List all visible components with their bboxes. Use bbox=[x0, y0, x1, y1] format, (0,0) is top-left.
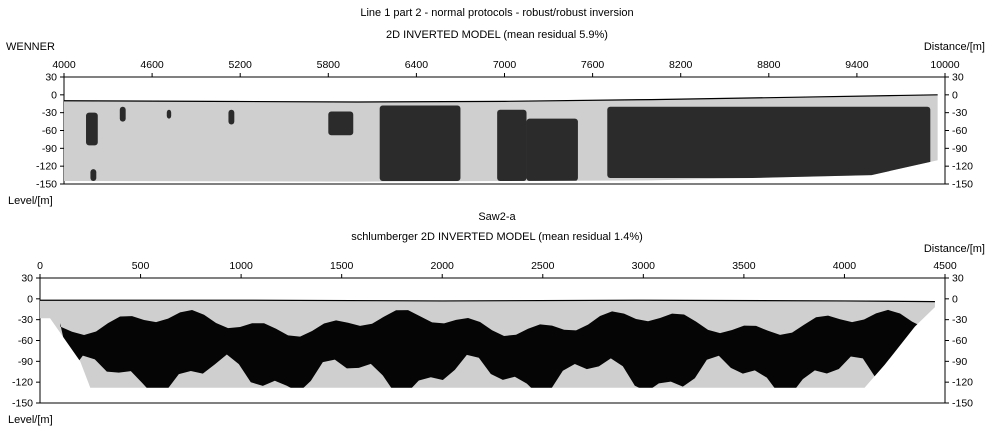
wenner-conductive-body bbox=[379, 105, 461, 182]
schlumberger-y-tick-label-left: -90 bbox=[18, 356, 33, 368]
schlumberger-y-tick-label-left: -30 bbox=[18, 314, 33, 326]
schlumberger-x-tick-label: 2500 bbox=[531, 260, 555, 272]
schlumberger-y-tick-label-left: -150 bbox=[12, 398, 33, 410]
wenner-x-tick-label: 4000 bbox=[52, 59, 76, 71]
schlumberger-y-tick-label-left: -120 bbox=[12, 377, 33, 389]
wenner-x-tick-label: 5800 bbox=[317, 59, 341, 71]
wenner-conductive-body bbox=[228, 109, 235, 125]
wenner-model-section bbox=[63, 76, 946, 185]
schlumberger-x-tick-label: 2000 bbox=[431, 260, 455, 272]
wenner-axis-ticks: 4000 4600 5200 5800 6400 7000 7600 8200 8800 9400… bbox=[36, 59, 973, 191]
wenner-y-tick-label-left: 30 bbox=[45, 72, 57, 84]
schlumberger-x-tick-label: 500 bbox=[132, 260, 150, 272]
wenner-panel: 2D INVERTED MODEL (mean residual 5.9%) W… bbox=[6, 29, 985, 207]
wenner-y-tick-label-right: -60 bbox=[952, 125, 967, 137]
wenner-y-tick-label-right: -120 bbox=[952, 161, 973, 173]
wenner-x-tick-label: 7000 bbox=[493, 59, 517, 71]
schlumberger-conductive-layer bbox=[60, 309, 935, 388]
schlumberger-line-label: Saw2-a bbox=[478, 211, 516, 223]
wenner-conductive-body bbox=[328, 111, 354, 136]
wenner-surface-line bbox=[63, 94, 938, 103]
wenner-x-tick-label: 8800 bbox=[757, 59, 781, 71]
schlumberger-panel-title: schlumberger 2D INVERTED MODEL (mean res… bbox=[351, 231, 643, 243]
schlumberger-x-tick-label: 4000 bbox=[833, 260, 857, 272]
wenner-y-tick-label-left: -90 bbox=[42, 143, 57, 155]
wenner-conductive-body bbox=[119, 106, 126, 122]
wenner-conductive-body bbox=[497, 109, 527, 182]
wenner-x-axis-label: Distance/[m] bbox=[924, 41, 985, 53]
schlumberger-y-tick-label-right: -150 bbox=[952, 398, 973, 410]
wenner-y-tick-label-left: 0 bbox=[51, 89, 57, 101]
schlumberger-y-tick-label-left: -60 bbox=[18, 335, 33, 347]
wenner-y-tick-label-right: 30 bbox=[952, 72, 964, 84]
wenner-y-tick-label-left: -30 bbox=[42, 107, 57, 119]
wenner-resistivity-bodies bbox=[86, 105, 931, 182]
schlumberger-y-tick-label-left: 0 bbox=[27, 293, 33, 305]
schlumberger-x-tick-label: 4500 bbox=[933, 260, 957, 272]
wenner-y-tick-label-left: -60 bbox=[42, 125, 57, 137]
wenner-x-tick-label: 10000 bbox=[930, 59, 959, 71]
schlumberger-y-tick-label-right: 0 bbox=[952, 293, 958, 305]
schlumberger-resistivity-bodies bbox=[60, 309, 935, 388]
schlumberger-x-tick-label: 0 bbox=[37, 260, 43, 272]
schlumberger-x-tick-label: 1500 bbox=[330, 260, 354, 272]
wenner-y-tick-label-left: -150 bbox=[36, 179, 57, 191]
schlumberger-panel: Saw2-a schlumberger 2D INVERTED MODEL (m… bbox=[8, 211, 985, 426]
figure-title: Line 1 part 2 - normal protocols - robus… bbox=[360, 7, 633, 19]
wenner-x-tick-label: 9400 bbox=[845, 59, 869, 71]
wenner-y-tick-label-right: -90 bbox=[952, 143, 967, 155]
wenner-y-tick-label-right: 0 bbox=[952, 89, 958, 101]
schlumberger-y-tick-label-right: 30 bbox=[952, 273, 964, 285]
schlumberger-model-section bbox=[39, 277, 946, 404]
schlumberger-y-axis-label: Level/[m] bbox=[8, 414, 53, 426]
wenner-x-tick-label: 8200 bbox=[669, 59, 693, 71]
schlumberger-x-axis-label: Distance/[m] bbox=[924, 243, 985, 255]
schlumberger-y-tick-label-right: -120 bbox=[952, 377, 973, 389]
schlumberger-surface-line bbox=[40, 299, 935, 303]
wenner-x-tick-label: 4600 bbox=[140, 59, 164, 71]
schlumberger-y-tick-label-left: 30 bbox=[21, 273, 33, 285]
schlumberger-x-tick-label: 3500 bbox=[732, 260, 756, 272]
wenner-y-tick-label-left: -120 bbox=[36, 161, 57, 173]
wenner-x-tick-label: 7600 bbox=[581, 59, 605, 71]
wenner-x-tick-label: 6400 bbox=[405, 59, 429, 71]
schlumberger-y-tick-label-right: -90 bbox=[952, 356, 967, 368]
wenner-conductive-body bbox=[166, 109, 172, 119]
wenner-y-axis-label: Level/[m] bbox=[8, 195, 53, 207]
wenner-method-label: WENNER bbox=[6, 41, 55, 53]
wenner-panel-title: 2D INVERTED MODEL (mean residual 5.9%) bbox=[386, 29, 608, 41]
schlumberger-x-tick-label: 3000 bbox=[632, 260, 656, 272]
wenner-conductive-body bbox=[90, 169, 97, 182]
schlumberger-y-tick-label-right: -30 bbox=[952, 314, 967, 326]
wenner-x-tick-label: 5200 bbox=[229, 59, 253, 71]
wenner-y-tick-label-right: -30 bbox=[952, 107, 967, 119]
wenner-conductive-body bbox=[526, 118, 578, 182]
wenner-conductive-body bbox=[86, 112, 98, 146]
schlumberger-x-tick-label: 1000 bbox=[229, 260, 253, 272]
schlumberger-y-tick-label-right: -60 bbox=[952, 335, 967, 347]
wenner-y-tick-label-right: -150 bbox=[952, 179, 973, 191]
wenner-conductive-body bbox=[607, 106, 931, 179]
